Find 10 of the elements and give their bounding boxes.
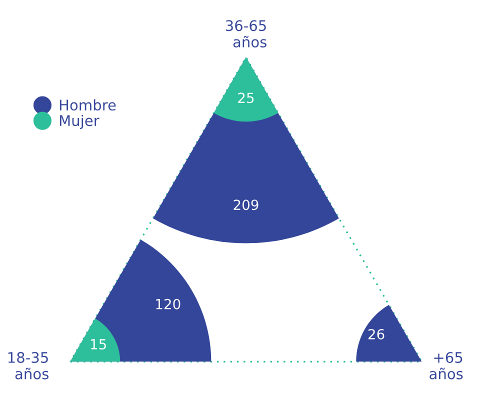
- data-label: 26: [368, 328, 384, 340]
- category-label: +65 años: [430, 352, 463, 380]
- data-label: 15: [91, 339, 106, 350]
- legend-label: Mujer: [60, 114, 100, 129]
- category-label: 36-65 años: [226, 20, 266, 48]
- legend-label: Hombre: [60, 99, 116, 111]
- data-label: 25: [238, 92, 254, 104]
- category-label: 18-35 años: [8, 352, 48, 380]
- data-label: 120: [156, 298, 180, 310]
- data-label: 209: [234, 200, 258, 210]
